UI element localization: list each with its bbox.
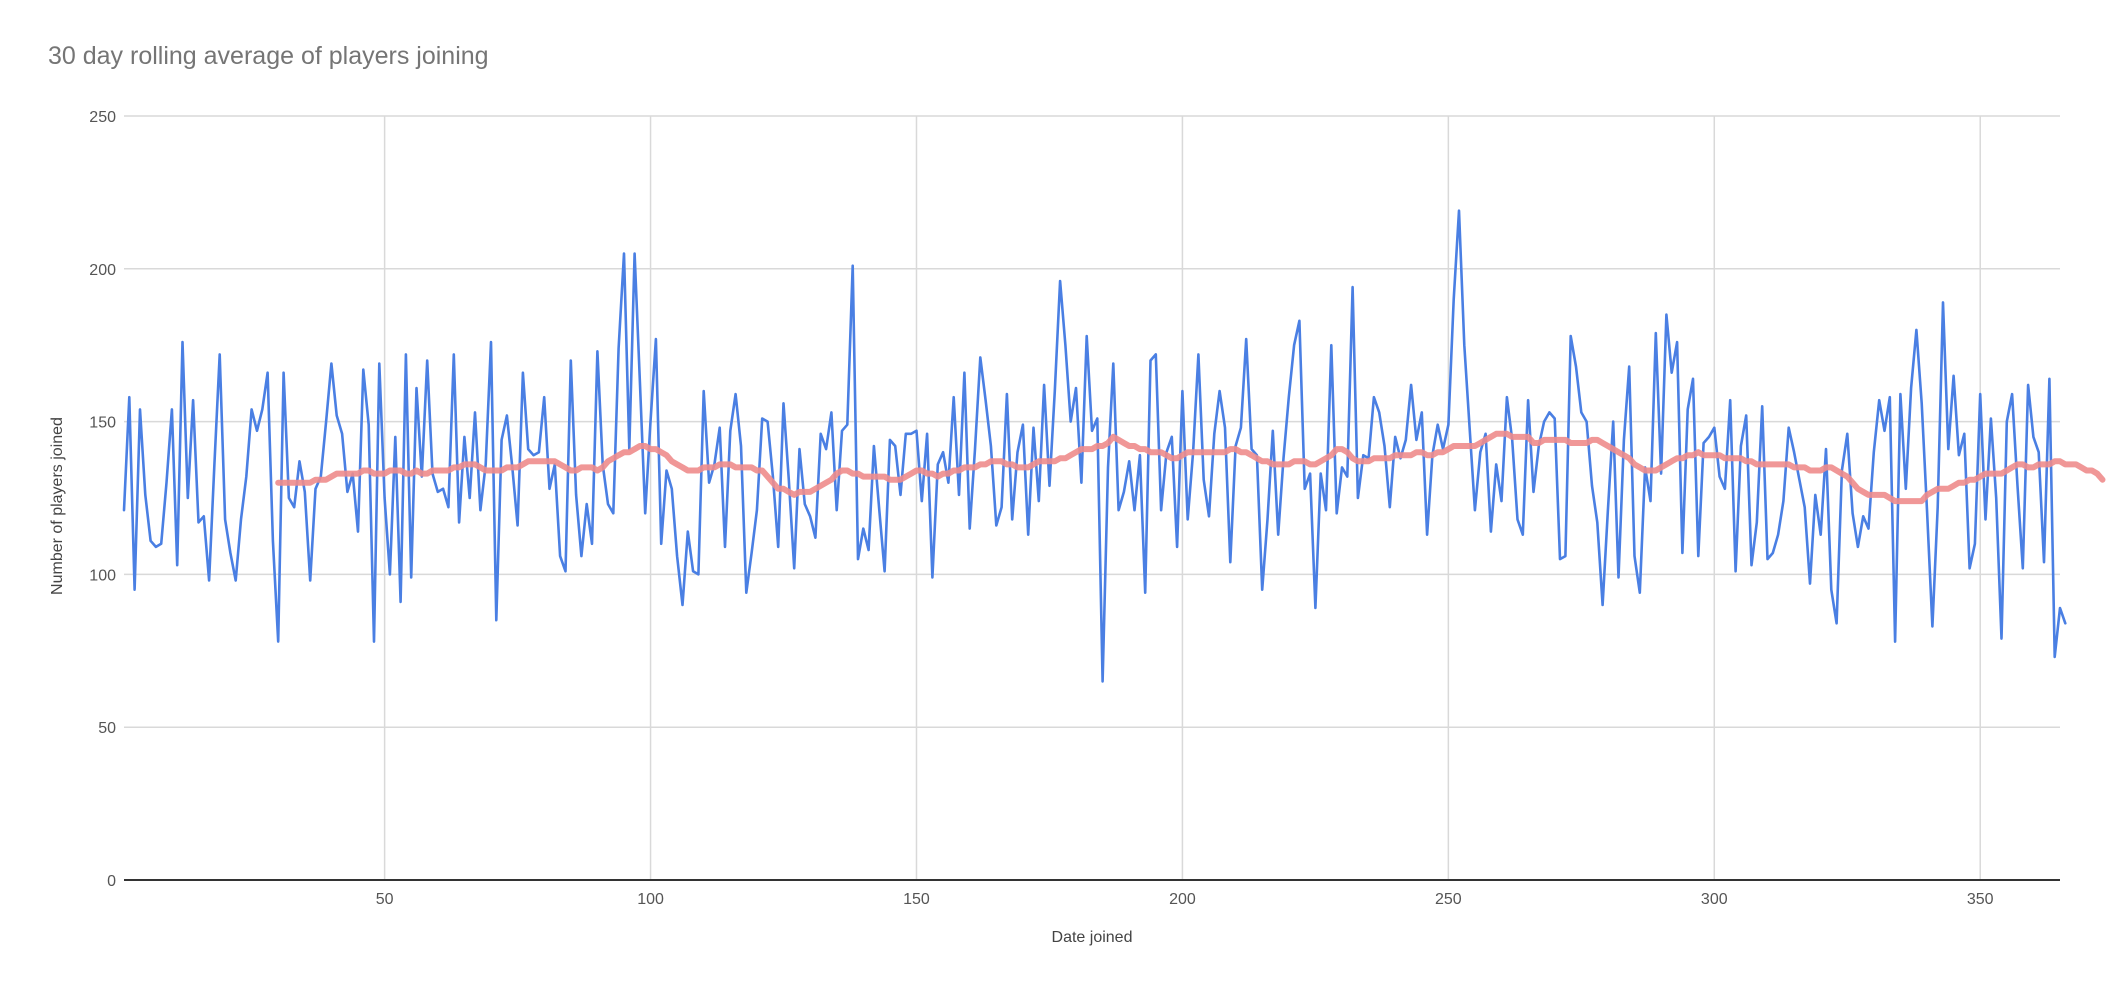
rolling-average-line [275, 430, 2106, 505]
chart-title: 30 day rolling average of players joinin… [48, 42, 489, 70]
x-tick-label: 250 [1435, 891, 1462, 908]
y-tick-label: 250 [89, 109, 116, 126]
y-tick-label: 150 [89, 415, 116, 432]
x-axis-title: Date joined [1052, 929, 1133, 946]
tick-labels: 0 50 100 150 200 250 50 100 150 200 250 300 350 [89, 109, 1993, 908]
series-lines [122, 209, 2106, 683]
y-tick-label: 200 [89, 262, 116, 279]
y-axis-title: Number of players joined [49, 417, 66, 595]
x-tick-label: 100 [637, 891, 664, 908]
y-tick-label: 50 [98, 720, 116, 737]
daily-players-line [122, 209, 2067, 683]
x-tick-label: 300 [1701, 891, 1728, 908]
x-tick-label: 50 [376, 891, 394, 908]
x-tick-label: 350 [1967, 891, 1994, 908]
y-tick-label: 100 [89, 567, 116, 584]
x-tick-label: 150 [903, 891, 930, 908]
y-tick-label: 0 [107, 873, 116, 890]
x-tick-label: 200 [1169, 891, 1196, 908]
